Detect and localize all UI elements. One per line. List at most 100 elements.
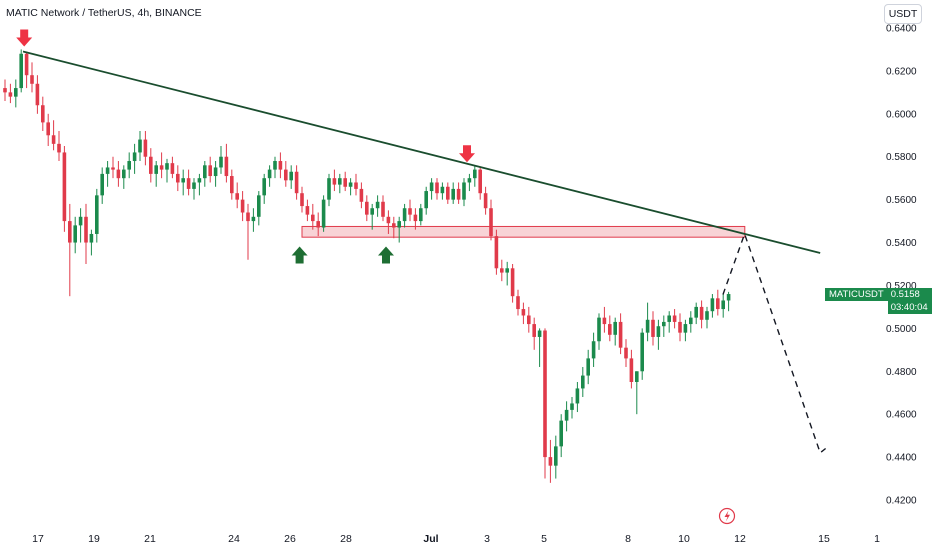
- candle: [154, 161, 158, 187]
- candle: [451, 182, 455, 204]
- time-tick-label: 10: [678, 533, 690, 545]
- candle-body: [294, 171, 299, 194]
- candle-body: [678, 321, 682, 333]
- price-tick-label: 0.4800: [886, 367, 917, 378]
- candle-body: [327, 178, 331, 200]
- candle-body: [240, 199, 245, 213]
- candle: [413, 208, 418, 230]
- candle-body: [46, 122, 50, 136]
- candle-body: [143, 139, 148, 157]
- candle-body: [440, 186, 445, 194]
- candle: [62, 146, 67, 232]
- candle-body: [338, 178, 342, 185]
- candle-body: [257, 195, 261, 217]
- candle: [500, 259, 504, 282]
- candle-body: [149, 156, 153, 174]
- candle: [35, 75, 40, 114]
- candle: [311, 203, 315, 230]
- candle-body: [289, 171, 293, 181]
- candle-body: [386, 216, 391, 224]
- candle: [289, 165, 293, 189]
- candle: [527, 306, 531, 333]
- candle: [726, 291, 731, 312]
- bar-countdown: 03:40:04: [890, 302, 928, 313]
- candle: [581, 366, 585, 398]
- candle-body: [672, 315, 677, 322]
- candle-body: [624, 347, 628, 359]
- candle-body: [564, 409, 569, 421]
- candle: [68, 203, 72, 297]
- candle-body: [197, 178, 202, 183]
- candle: [473, 165, 477, 187]
- candle: [521, 302, 526, 325]
- symbol-title: MATIC Network / TetherUS, 4h, BINANCE: [6, 7, 202, 19]
- candle: [30, 62, 34, 93]
- time-tick-label: 12: [734, 533, 746, 545]
- candle-body: [419, 208, 423, 222]
- candle-body: [41, 105, 45, 123]
- candle: [116, 161, 121, 187]
- candle-body: [354, 182, 358, 189]
- candle: [235, 182, 239, 209]
- candle-body: [24, 53, 29, 76]
- candle: [138, 130, 142, 162]
- candle-body: [138, 139, 142, 153]
- candle: [3, 79, 7, 101]
- candle-body: [203, 165, 207, 179]
- candle-body: [392, 223, 396, 228]
- candle: [397, 216, 401, 243]
- price-tick-label: 0.6000: [886, 109, 917, 120]
- candle-body: [170, 163, 175, 174]
- candle-body: [14, 88, 18, 97]
- price-tick-label: 0.4400: [886, 453, 917, 464]
- candle: [41, 96, 45, 131]
- candle: [181, 169, 185, 196]
- trendline: [22, 50, 821, 254]
- candle-body: [726, 294, 731, 301]
- candle-body: [35, 83, 40, 106]
- candle: [186, 169, 191, 196]
- candle-body: [100, 173, 104, 196]
- candle: [89, 229, 94, 256]
- candle-body: [213, 167, 218, 177]
- candle: [467, 173, 472, 192]
- time-tick-label: 21: [144, 533, 156, 545]
- price-axis[interactable]: 0.6400 0.6200 0.6000 0.5800 0.5600 0.5400 0.52…: [886, 24, 917, 507]
- candle-body: [473, 169, 477, 179]
- candle-body: [89, 233, 94, 243]
- candle-body: [591, 341, 596, 359]
- candle: [208, 156, 212, 183]
- time-tick-label: 17: [32, 533, 44, 545]
- candle: [111, 156, 115, 179]
- candle: [689, 311, 693, 333]
- candle: [597, 313, 601, 350]
- candle-body: [581, 375, 585, 389]
- currency-button[interactable]: USDT: [884, 4, 922, 24]
- candle-body: [413, 214, 418, 222]
- candle-body: [51, 135, 56, 144]
- candle-body: [375, 201, 380, 209]
- candle-body: [483, 193, 488, 209]
- candle: [105, 161, 110, 187]
- candle-body: [710, 298, 715, 312]
- candle-body: [30, 75, 34, 84]
- candle: [672, 309, 677, 329]
- candle-body: [635, 371, 639, 382]
- candle-body: [527, 315, 531, 325]
- candle-body: [629, 358, 634, 382]
- candle-body: [251, 216, 256, 222]
- price-tick-label: 0.5600: [886, 195, 917, 206]
- candle: [219, 146, 223, 174]
- candle: [559, 414, 563, 458]
- candle-body: [305, 206, 310, 215]
- time-axis[interactable]: 17 19 21 24 26 28 Jul 3 5 8 10 12 15 1: [32, 533, 880, 545]
- candle: [19, 49, 23, 93]
- candle-body: [365, 201, 369, 215]
- lightning-bolt-icon[interactable]: [718, 507, 736, 525]
- candle-body: [186, 178, 191, 189]
- candle-body: [408, 208, 412, 215]
- candle: [348, 178, 353, 196]
- time-tick-label: 3: [484, 533, 490, 545]
- candle-body: [446, 186, 450, 200]
